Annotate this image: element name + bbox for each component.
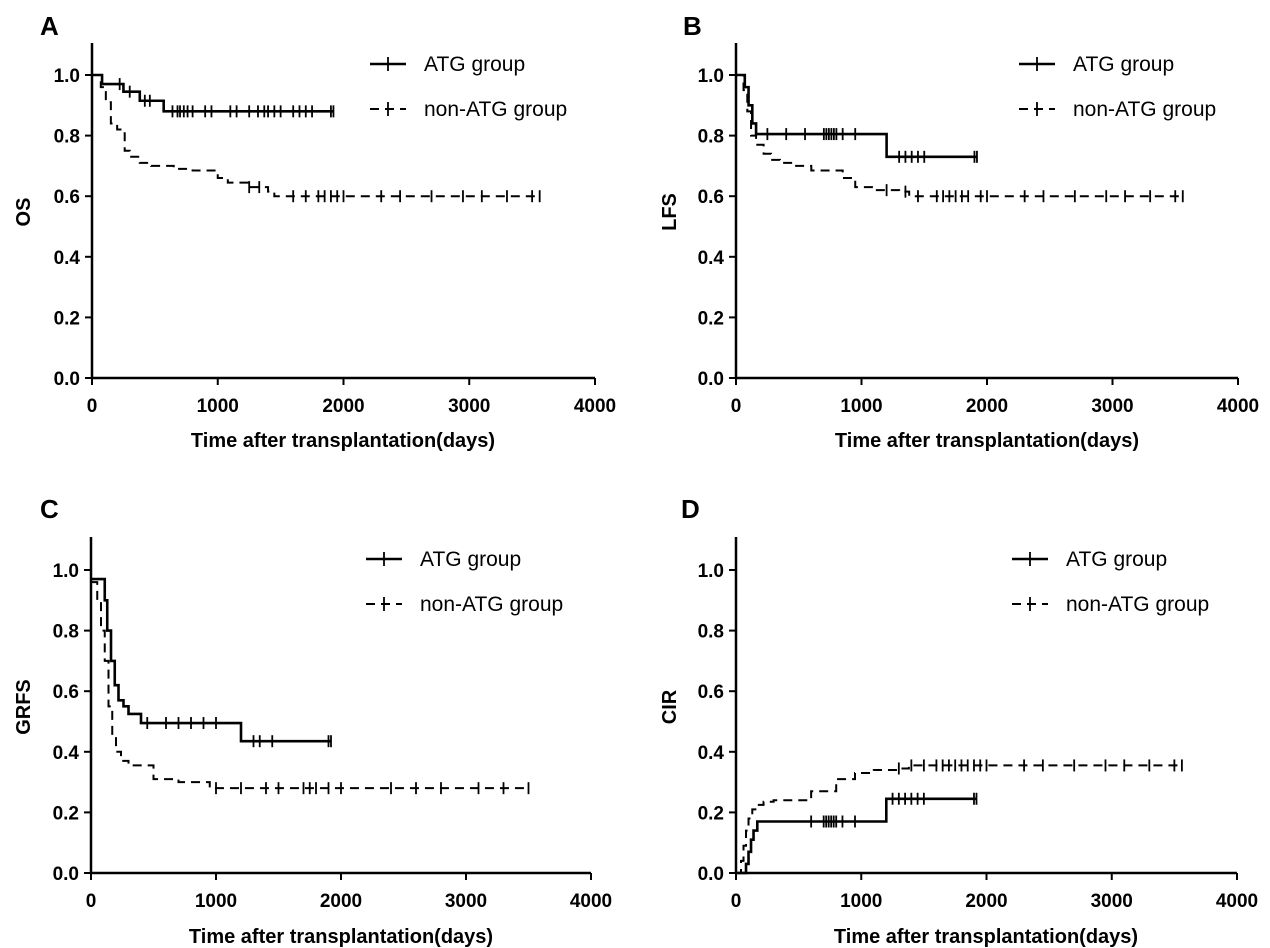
legend-label-non-atg: non-ATG group	[1066, 593, 1209, 616]
panel-c-ylabel: GRFS	[13, 679, 35, 735]
non-atg-curve	[736, 764, 1182, 874]
x-tick-label: 1000	[840, 891, 882, 912]
y-tick-label: 0.6	[54, 187, 80, 208]
x-tick-label: 1000	[195, 891, 237, 912]
y-tick-label: 0.4	[54, 248, 81, 269]
legend-label-atg: ATG group	[1073, 53, 1174, 76]
legend-label-atg: ATG group	[1066, 548, 1167, 571]
y-tick-label: 0.6	[53, 682, 79, 703]
x-tick-label: 3000	[1091, 396, 1133, 417]
atg-curve	[91, 577, 331, 743]
y-tick-label: 0.6	[698, 187, 724, 208]
panel-d: D 0.0 0.2 0.4 0.6 0.8 1.0 0 1000 2000 3000 4000 Ti…	[659, 494, 1258, 948]
panel-b-xlabel: Time after transplantation(days)	[835, 430, 1139, 452]
y-tick-label: 0.0	[53, 864, 79, 885]
panel-c-xlabel: Time after transplantation(days)	[189, 926, 493, 948]
panel-d-legend: ATG group non-ATG group	[1012, 548, 1209, 616]
panel-a: A 0.0 0.2 0.4 0.6 0.8 1.0 0 1000 2000 3000 4000 Ti…	[13, 11, 616, 452]
panel-label-a: A	[40, 11, 59, 41]
panel-a-legend: ATG group non-ATG group	[370, 53, 567, 121]
legend-label-atg: ATG group	[420, 548, 521, 571]
y-tick-label: 0.4	[698, 248, 725, 269]
x-tick-label: 1000	[197, 396, 239, 417]
non-atg-curve	[91, 581, 529, 790]
panel-c-legend: ATG group non-ATG group	[366, 548, 563, 616]
legend-label-non-atg: non-ATG group	[420, 593, 563, 616]
atg-curve	[92, 73, 334, 113]
x-tick-label: 4000	[574, 396, 616, 417]
panel-d-xlabel: Time after transplantation(days)	[834, 926, 1138, 948]
panel-d-ticks: 0.0 0.2 0.4 0.6 0.8 1.0 0 1000 2000 3000 4000	[698, 561, 1259, 912]
x-tick-label: 0	[87, 396, 98, 417]
legend-label-non-atg: non-ATG group	[1073, 98, 1216, 121]
panel-a-ylabel: OS	[13, 198, 35, 227]
y-tick-label: 0.8	[698, 622, 724, 643]
y-tick-label: 0.0	[698, 369, 724, 390]
x-tick-label: 1000	[840, 396, 882, 417]
x-tick-label: 3000	[445, 891, 487, 912]
panel-c-curves	[91, 577, 530, 795]
y-tick-label: 0.2	[698, 308, 724, 329]
panel-label-b: B	[683, 11, 702, 41]
y-tick-label: 0.4	[53, 743, 80, 764]
panel-b: B 0.0 0.2 0.4 0.6 0.8 1.0 0 1000 2000 3000 4000 Ti…	[659, 11, 1259, 452]
non-atg-curve	[92, 74, 540, 198]
panel-b-ylabel: LFS	[659, 193, 681, 231]
non-atg-curve	[736, 74, 1183, 198]
x-tick-label: 2000	[966, 396, 1008, 417]
panel-d-ylabel: CIR	[659, 689, 681, 724]
panel-label-d: D	[681, 494, 700, 524]
x-tick-label: 3000	[1091, 891, 1133, 912]
panel-label-c: C	[40, 494, 59, 524]
y-tick-label: 1.0	[54, 66, 80, 87]
y-tick-label: 0.8	[698, 127, 724, 148]
panel-b-curves	[736, 73, 1184, 203]
y-tick-label: 1.0	[698, 66, 724, 87]
x-tick-label: 2000	[965, 891, 1007, 912]
x-tick-label: 4000	[570, 891, 612, 912]
y-tick-label: 0.2	[698, 803, 724, 824]
legend-label-non-atg: non-ATG group	[424, 98, 567, 121]
x-tick-label: 0	[731, 891, 742, 912]
panel-a-xlabel: Time after transplantation(days)	[191, 430, 495, 452]
y-tick-label: 0.2	[54, 308, 80, 329]
x-tick-label: 4000	[1217, 396, 1259, 417]
panel-c-ticks: 0.0 0.2 0.4 0.6 0.8 1.0 0 1000 2000 3000 4000	[53, 561, 613, 912]
panel-b-legend: ATG group non-ATG group	[1019, 53, 1216, 121]
panel-a-curves	[92, 73, 541, 203]
x-tick-label: 0	[86, 891, 97, 912]
x-tick-label: 3000	[448, 396, 490, 417]
atg-curve	[736, 73, 977, 159]
y-tick-label: 1.0	[53, 561, 79, 582]
x-tick-label: 0	[731, 396, 742, 417]
y-tick-label: 0.8	[53, 622, 79, 643]
panel-b-ticks: 0.0 0.2 0.4 0.6 0.8 1.0 0 1000 2000 3000 4000	[698, 66, 1260, 417]
legend-label-atg: ATG group	[424, 53, 525, 76]
y-tick-label: 1.0	[698, 561, 724, 582]
y-tick-label: 0.8	[54, 127, 80, 148]
x-tick-label: 2000	[320, 891, 362, 912]
atg-curve	[736, 797, 977, 875]
panel-d-curves	[736, 759, 1183, 875]
y-tick-label: 0.2	[53, 803, 79, 824]
y-tick-label: 0.0	[698, 864, 724, 885]
y-tick-label: 0.6	[698, 682, 724, 703]
x-tick-label: 4000	[1216, 891, 1258, 912]
panel-c: C 0.0 0.2 0.4 0.6 0.8 1.0 0 1000 2000 3000 4000 Ti…	[13, 494, 612, 948]
y-tick-label: 0.0	[54, 369, 80, 390]
x-tick-label: 2000	[322, 396, 364, 417]
y-tick-label: 0.4	[698, 743, 725, 764]
